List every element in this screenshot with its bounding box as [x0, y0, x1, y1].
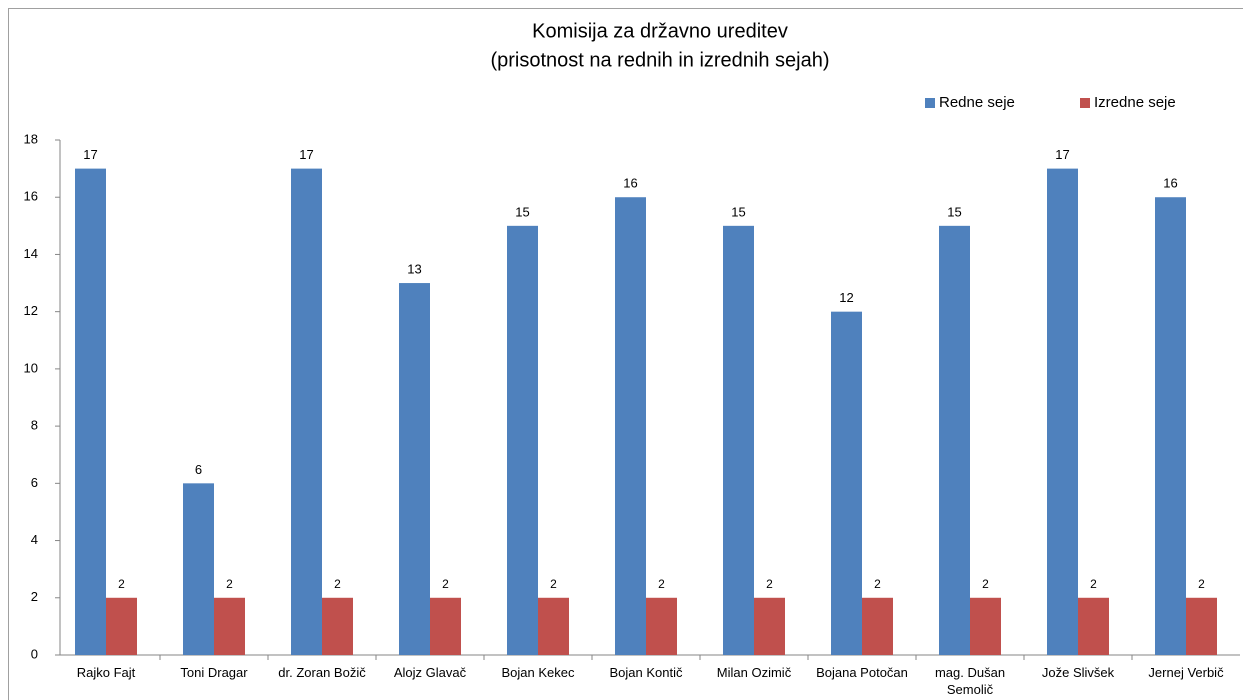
value-label: 15	[947, 204, 961, 219]
bar	[1047, 168, 1078, 655]
bar	[183, 483, 214, 655]
bar	[1155, 197, 1186, 655]
y-tick-label: 16	[24, 189, 38, 204]
y-tick-label: 12	[24, 303, 38, 318]
value-label: 17	[1055, 147, 1069, 162]
value-label: 13	[407, 261, 421, 276]
bar	[1186, 597, 1217, 655]
bar	[538, 597, 569, 655]
bar	[831, 311, 862, 655]
x-tick-label: mag. Dušan Semolič	[934, 665, 1006, 697]
bar	[507, 225, 538, 656]
bar	[939, 225, 970, 656]
x-tick-label: Milan Ozimič	[716, 665, 792, 680]
legend-label: Redne seje	[939, 94, 1015, 111]
value-label: 2	[766, 577, 773, 591]
value-label: 15	[731, 204, 745, 219]
value-label: 2	[226, 577, 233, 591]
y-tick-label: 18	[24, 131, 38, 146]
value-label: 2	[442, 577, 449, 591]
bar	[106, 597, 137, 655]
y-tick-label: 14	[24, 246, 38, 261]
y-tick-label: 8	[31, 418, 38, 433]
x-tick-label: Toni Dragar	[180, 665, 248, 680]
bar	[862, 597, 893, 655]
x-tick-label: Rajko Fajt	[76, 665, 136, 680]
legend-swatch	[925, 98, 935, 108]
bar	[615, 197, 646, 655]
legend-swatch	[1080, 98, 1090, 108]
bar	[75, 168, 106, 655]
y-tick-label: 0	[31, 646, 38, 661]
y-tick-label: 6	[31, 475, 38, 490]
value-label: 16	[1163, 176, 1177, 191]
x-tick-label: Bojan Kontič	[609, 665, 683, 680]
x-tick-label: Alojz Glavač	[393, 665, 467, 680]
bar	[214, 597, 245, 655]
bar	[1078, 597, 1109, 655]
value-label: 17	[83, 147, 97, 162]
value-label: 17	[299, 147, 313, 162]
value-label: 2	[550, 577, 557, 591]
bar	[430, 597, 461, 655]
chart-title: Komisija za državno ureditev	[532, 20, 788, 42]
value-label: 16	[623, 176, 637, 191]
value-label: 2	[982, 577, 989, 591]
y-tick-label: 4	[31, 532, 38, 547]
bar	[754, 597, 785, 655]
value-label: 2	[874, 577, 881, 591]
bar	[723, 225, 754, 656]
value-label: 2	[334, 577, 341, 591]
legend-label: Izredne seje	[1094, 94, 1176, 111]
x-tick-label: Bojan Kekec	[501, 665, 575, 680]
value-label: 6	[195, 462, 202, 477]
bar	[291, 168, 322, 655]
x-tick-label: Bojana Potočan	[816, 665, 908, 680]
bar	[970, 597, 1001, 655]
value-label: 2	[1090, 577, 1097, 591]
value-label: 15	[515, 204, 529, 219]
y-tick-label: 10	[24, 360, 38, 375]
value-label: 2	[118, 577, 125, 591]
value-label: 2	[658, 577, 665, 591]
x-tick-label: Jože Slivšek	[1041, 665, 1115, 680]
x-tick-label: dr. Zoran Božič	[278, 665, 366, 680]
bar	[322, 597, 353, 655]
chart-subtitle: (prisotnost na rednih in izrednih sejah)	[490, 49, 829, 71]
bar	[399, 283, 430, 655]
value-label: 12	[839, 290, 853, 305]
value-label: 2	[1198, 577, 1205, 591]
bar	[646, 597, 677, 655]
chart-frame	[8, 8, 1243, 700]
x-tick-label: Jernej Verbič	[1148, 665, 1224, 680]
y-tick-label: 2	[31, 589, 38, 604]
